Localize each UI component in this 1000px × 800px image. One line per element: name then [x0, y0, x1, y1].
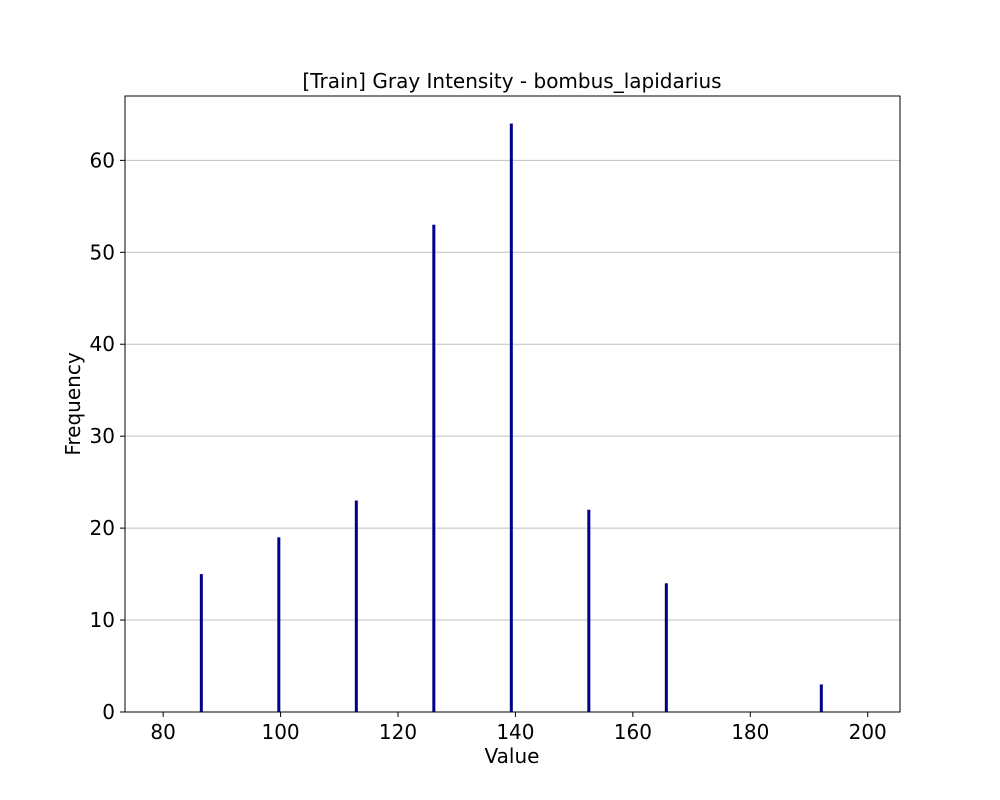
x-ticks: 80 100 120 140 160 180 200	[150, 712, 887, 744]
x-axis-label: Value	[485, 744, 540, 768]
y-tick-label: 30	[90, 424, 115, 448]
histogram-bar	[819, 684, 823, 712]
histogram-bar	[587, 509, 591, 712]
y-tick-label: 20	[90, 516, 115, 540]
plot-frame	[124, 95, 901, 713]
y-tick-label: 50	[90, 240, 115, 264]
x-tick-label: 180	[731, 720, 769, 744]
x-tick-label: 160	[614, 720, 652, 744]
x-tick-label: 100	[261, 720, 299, 744]
y-axis-label: Frequency	[61, 352, 85, 455]
histogram-bar	[509, 123, 513, 712]
chart-title: [Train] Gray Intensity - bombus_lapidari…	[302, 69, 721, 93]
histogram-bar	[354, 500, 358, 712]
histogram-bar	[199, 574, 203, 712]
histogram-bar	[277, 537, 281, 712]
histogram-bar	[432, 224, 436, 712]
y-tick-label: 40	[90, 332, 115, 356]
histogram-bar	[664, 583, 668, 712]
y-tick-label: 0	[102, 700, 115, 724]
y-tick-label: 60	[90, 148, 115, 172]
x-tick-label: 200	[849, 720, 887, 744]
x-tick-label: 140	[496, 720, 534, 744]
x-tick-label: 80	[150, 720, 175, 744]
y-ticks: 0 10 20 30 40 50 60	[90, 148, 125, 724]
bars	[199, 123, 823, 712]
x-tick-label: 120	[379, 720, 417, 744]
y-tick-label: 10	[90, 608, 115, 632]
